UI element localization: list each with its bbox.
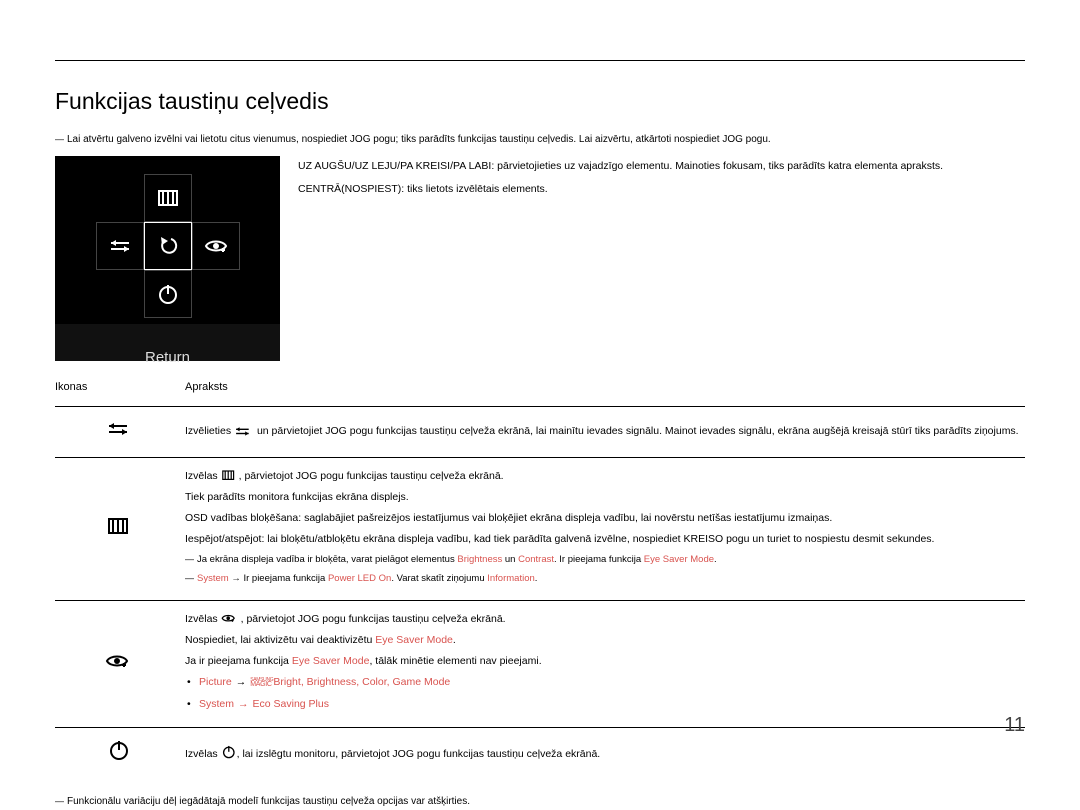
page-title: Funkcijas taustiņu ceļvedis — [55, 83, 1025, 120]
osd-power-icon — [144, 270, 192, 318]
desc-line-1: UZ AUGŠU/UZ LEJU/PA KREISI/PA LABI: pārv… — [298, 158, 1025, 175]
table-row: Izvēlieties un pārvietojiet JOG pogu fun… — [55, 407, 1025, 458]
table-row: Izvēlas , pārvietojot JOG pogu funkcijas… — [55, 600, 1025, 727]
row2-desc: Izvēlas , pārvietojot JOG pogu funkcijas… — [185, 458, 1025, 601]
table-row: Izvēlas , lai izslēgtu monitoru, pārviet… — [55, 728, 1025, 780]
bottom-note: Funkcionālu variāciju dēļ iegādātajā mod… — [55, 794, 1025, 810]
source-icon — [55, 407, 185, 458]
menu-icon — [55, 458, 185, 601]
row3-desc: Izvēlas , pārvietojot JOG pogu funkcijas… — [185, 600, 1025, 727]
osd-return-icon — [144, 222, 192, 270]
power-icon — [55, 728, 185, 780]
intro-note: Lai atvērtu galveno izvēlni vai lietotu … — [55, 132, 1025, 148]
top-section: Return UZ AUGŠU/UZ LEJU/PA KREISI/PA LAB… — [55, 156, 1025, 361]
osd-menu-icon — [144, 174, 192, 222]
power-icon-inline — [221, 744, 237, 760]
menu-icon-inline — [221, 468, 239, 482]
osd-eye-icon — [192, 222, 240, 270]
source-icon-inline — [234, 423, 254, 437]
col-desc: Apraksts — [185, 379, 1025, 407]
row4-desc: Izvēlas , lai izslēgtu monitoru, pārviet… — [185, 728, 1025, 780]
samsung-magic-tag: SAMSUNGMAGIC — [250, 678, 273, 688]
page-number: 11 — [1004, 709, 1025, 741]
top-description: UZ AUGŠU/UZ LEJU/PA KREISI/PA LABI: pārv… — [298, 156, 1025, 361]
col-icons: Ikonas — [55, 379, 185, 407]
icon-table: Ikonas Apraksts Izvēlieties un pārvietoj… — [55, 379, 1025, 780]
row1-desc: Izvēlieties un pārvietojiet JOG pogu fun… — [185, 407, 1025, 458]
osd-source-icon — [96, 222, 144, 270]
eye-icon — [55, 600, 185, 727]
top-rule — [55, 60, 1025, 61]
eye-icon-inline — [221, 611, 241, 625]
desc-line-2: CENTRĀ(NOSPIEST): tiks lietots izvēlētai… — [298, 181, 1025, 198]
table-row: Izvēlas , pārvietojot JOG pogu funkcijas… — [55, 458, 1025, 601]
osd-preview: Return — [55, 156, 280, 361]
osd-return-label: Return — [145, 346, 190, 370]
